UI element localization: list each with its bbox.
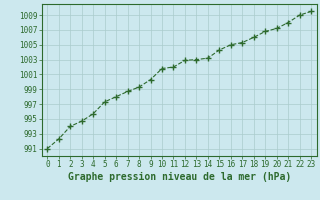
X-axis label: Graphe pression niveau de la mer (hPa): Graphe pression niveau de la mer (hPa): [68, 172, 291, 182]
